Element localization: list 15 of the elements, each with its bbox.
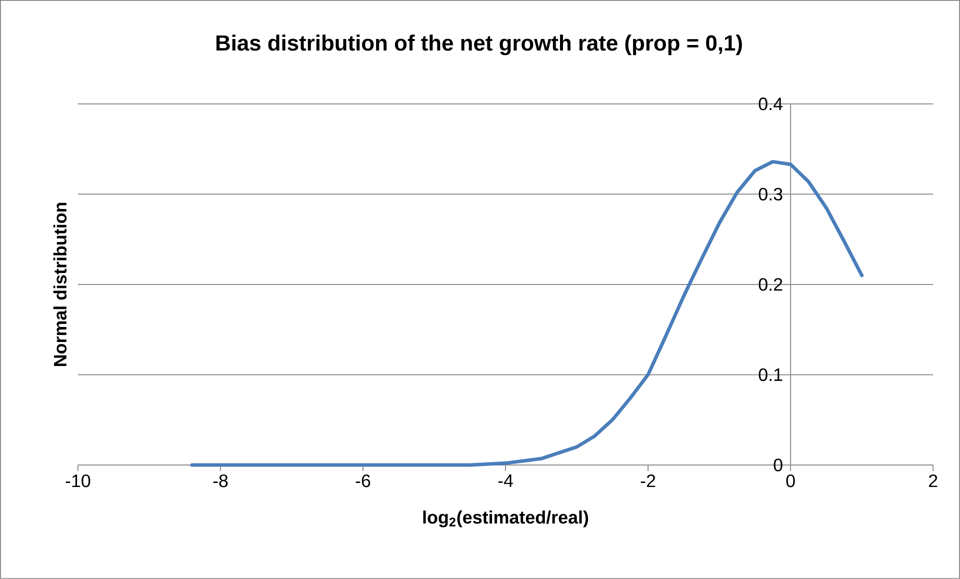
x-tick-label: -8 xyxy=(213,474,228,488)
x-tick-label: -2 xyxy=(640,474,656,488)
chart-title: Bias distribution of the net growth rate (prop = 0,1) xyxy=(216,34,742,56)
y-tick-label: 0.3 xyxy=(758,188,782,201)
y-axis-title: Normal distribution xyxy=(53,202,67,366)
x-axis-title: log$_{2}$(estimated/real) xyxy=(423,510,588,528)
x-tick-label: -10 xyxy=(66,474,90,488)
x-tick-label: -6 xyxy=(356,474,370,488)
x-tick-label: 2 xyxy=(929,474,938,488)
y-tick-label: 0.4 xyxy=(758,98,783,110)
y-tick-label: 0.2 xyxy=(758,278,782,291)
y-tick-label: 0 xyxy=(774,458,782,472)
y-tick-label: 0.1 xyxy=(758,368,782,382)
x-tick-label: -4 xyxy=(498,474,513,487)
x-tick-label: 0 xyxy=(786,474,795,488)
